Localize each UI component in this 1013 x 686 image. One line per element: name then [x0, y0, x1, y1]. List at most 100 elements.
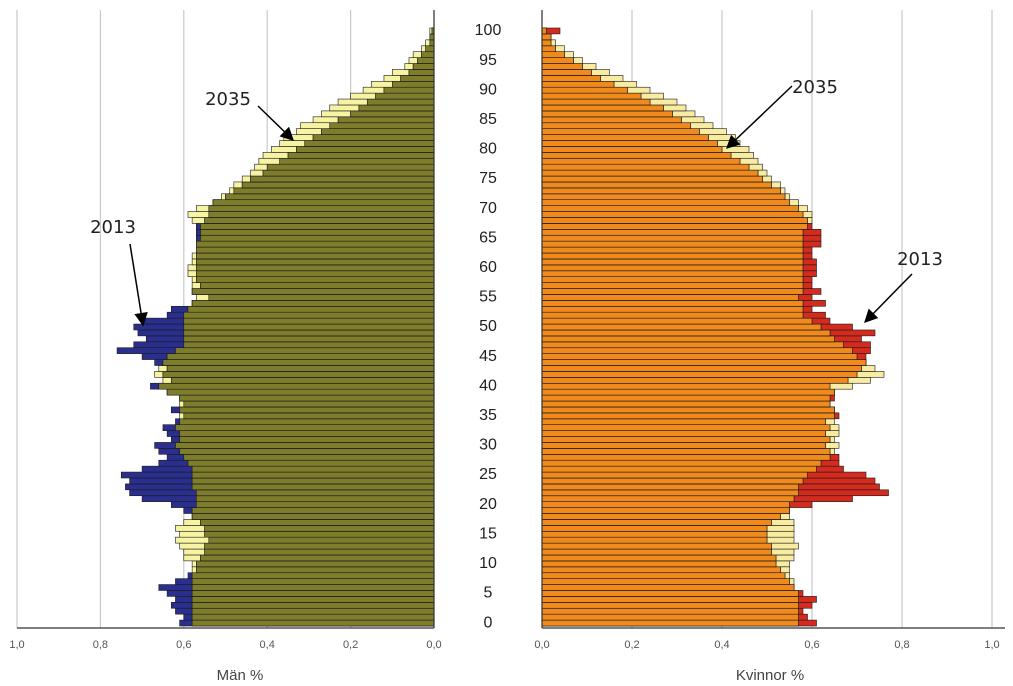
bar-overlap [541, 270, 804, 277]
bar-overlap [541, 501, 790, 508]
bar-overlap [321, 128, 435, 135]
bar-overlap [541, 116, 682, 124]
bar-overlap [170, 377, 435, 384]
bar-overlap [429, 33, 435, 41]
bar-overlap [541, 513, 781, 520]
bar-overlap [541, 45, 556, 52]
bar-overlap [541, 169, 759, 177]
bar-overlap [541, 377, 849, 384]
bar-overlap [187, 459, 435, 467]
bar-overlap [541, 335, 835, 343]
bar-overlap [541, 359, 867, 366]
bar-overlap [541, 400, 831, 408]
bar-overlap [191, 613, 435, 621]
bar-overlap [541, 86, 628, 94]
y-tick-label: 45 [479, 348, 497, 365]
bar-overlap [196, 495, 435, 502]
bar-overlap [196, 489, 435, 497]
bar-overlap [541, 365, 862, 372]
bar-overlap [541, 542, 772, 550]
bar-overlap [191, 578, 435, 585]
bar-overlap [541, 181, 772, 189]
y-tick-label: 5 [484, 585, 493, 602]
bar-overlap [541, 163, 750, 171]
bar-overlap [179, 448, 435, 455]
bar-overlap [200, 519, 435, 526]
bar-overlap [417, 57, 435, 64]
bar-overlap [304, 140, 435, 147]
bar-overlap [266, 163, 435, 171]
bar-overlap [541, 477, 804, 485]
annotation-arrow [257, 105, 294, 141]
bar-overlap [541, 217, 808, 224]
bar-overlap [541, 590, 799, 597]
bar-overlap [208, 536, 435, 544]
y-tick-label: 35 [479, 407, 497, 424]
bar-overlap [183, 329, 435, 337]
bar-overlap [233, 187, 435, 195]
x-axis-label: Män % [217, 667, 264, 684]
bar-overlap [204, 542, 435, 550]
bar-overlap [541, 448, 831, 455]
bar-overlap [196, 258, 435, 266]
bar-overlap [208, 211, 435, 218]
bar-overlap [162, 371, 435, 378]
bar-overlap [541, 205, 799, 212]
bar-overlap [541, 323, 822, 331]
bar-overlap [541, 341, 844, 349]
bar-overlap [312, 134, 435, 141]
bar-overlap [183, 323, 435, 331]
y-tick-label: 15 [479, 525, 497, 542]
bar-overlap [208, 294, 435, 301]
x-tick-label: 0,4 [260, 639, 275, 651]
bar-overlap [541, 300, 804, 307]
y-tick-label: 90 [479, 81, 497, 98]
y-tick-label: 85 [479, 111, 497, 128]
bar-overlap [200, 229, 435, 236]
bar-overlap [166, 388, 435, 396]
bar-overlap [175, 442, 435, 449]
bar-overlap [541, 288, 804, 295]
bar-overlap [200, 223, 435, 230]
bar-overlap [541, 572, 786, 579]
bar-overlap [187, 305, 435, 313]
bar-overlap [541, 276, 804, 283]
bar-overlap [541, 57, 574, 64]
x-tick-label: 0,6 [176, 639, 191, 651]
bar-overlap [191, 584, 435, 591]
bar-overlap [541, 607, 799, 615]
axes [17, 10, 1005, 629]
bar-overlap [196, 246, 435, 254]
bar-overlap [204, 525, 435, 532]
bar-overlap [541, 51, 565, 58]
bar-overlap [191, 607, 435, 615]
y-tick-label: 40 [479, 377, 497, 394]
bar-overlap [541, 110, 673, 118]
bar-overlap [196, 270, 435, 277]
bar-overlap [541, 63, 583, 70]
bar-overlap [541, 353, 858, 360]
bar-overlap [541, 39, 552, 47]
bar-overlap [179, 418, 435, 425]
y-tick-label: 65 [479, 229, 497, 246]
bars [116, 27, 889, 627]
bar-overlap [541, 98, 651, 106]
bar-overlap [541, 234, 804, 242]
x-tick-label: 1,0 [984, 639, 999, 651]
x-tick-label: 0,0 [534, 639, 549, 651]
bar-overlap [196, 566, 435, 574]
bar-overlap [541, 305, 804, 313]
bar-overlap [287, 152, 435, 159]
bar-overlap [541, 211, 804, 218]
y-tick-label: 50 [479, 318, 497, 335]
bar-overlap [400, 75, 435, 82]
bar-overlap [541, 613, 799, 621]
annotations: 2035 2013 2035 2013 [90, 77, 943, 327]
bar-overlap [225, 193, 435, 201]
bar-overlap [541, 436, 831, 443]
bar-overlap [541, 75, 601, 82]
bar-overlap [191, 572, 435, 579]
bar-overlap [541, 157, 741, 165]
bar-overlap [421, 51, 435, 58]
bar-overlap [541, 223, 808, 230]
